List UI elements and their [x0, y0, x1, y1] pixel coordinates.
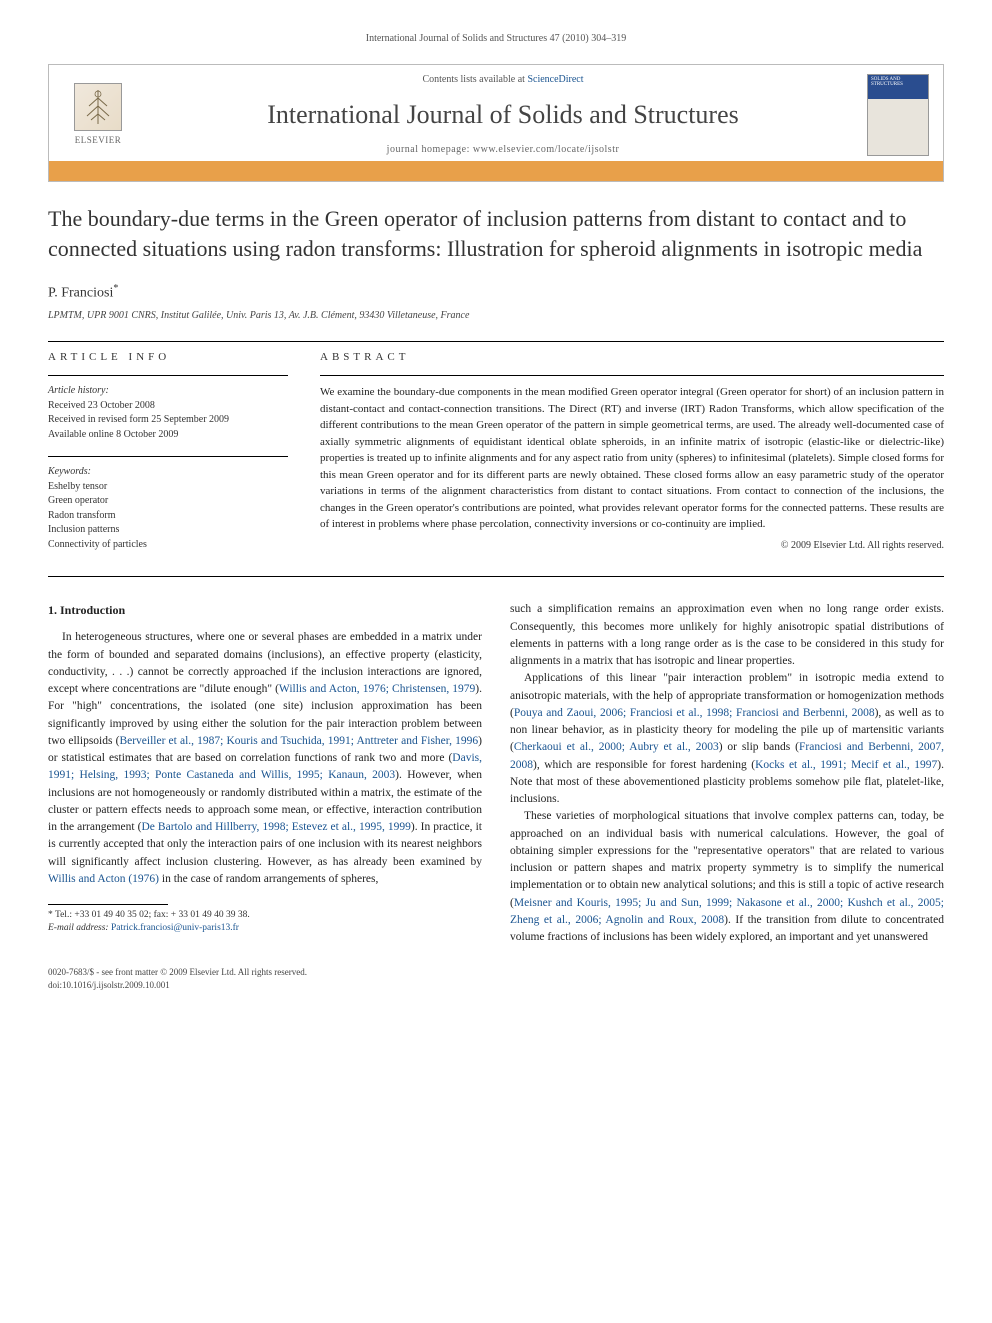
footnote-email-row: E-mail address: Patrick.franciosi@univ-p… — [48, 922, 482, 935]
contents-prefix: Contents lists available at — [422, 74, 527, 85]
body-two-columns: 1. Introduction In heterogeneous structu… — [48, 601, 944, 946]
banner-center: Contents lists available at ScienceDirec… — [151, 73, 855, 157]
text-run: in the case of random arrangements of sp… — [159, 873, 378, 885]
intro-paragraph: These varieties of morphological situati… — [510, 808, 944, 946]
homepage-line: journal homepage: www.elsevier.com/locat… — [151, 143, 855, 157]
article-info-column: ARTICLE INFO Article history: Received 2… — [48, 350, 288, 566]
journal-cover-thumbnail: SOLIDS AND STRUCTURES — [867, 74, 929, 156]
keyword: Connectivity of particles — [48, 538, 288, 553]
keywords-rule — [48, 456, 288, 457]
running-header: International Journal of Solids and Stru… — [48, 32, 944, 46]
journal-name: International Journal of Solids and Stru… — [151, 97, 855, 133]
footnote-tel: * Tel.: +33 01 49 40 35 02; fax: + 33 01… — [48, 909, 482, 922]
banner-top-row: ELSEVIER Contents lists available at Sci… — [49, 65, 943, 161]
info-rule — [48, 375, 288, 376]
body-column-left: 1. Introduction In heterogeneous structu… — [48, 601, 482, 946]
citation-link[interactable]: De Bartolo and Hillberry, 1998; Estevez … — [141, 821, 410, 833]
text-run: ), which are responsible for forest hard… — [533, 759, 755, 771]
keyword: Inclusion patterns — [48, 523, 288, 538]
sciencedirect-link[interactable]: ScienceDirect — [527, 74, 583, 85]
doi-line: doi:10.1016/j.ijsolstr.2009.10.001 — [48, 979, 944, 992]
cover-caption: SOLIDS AND STRUCTURES — [871, 77, 928, 87]
citation-link[interactable]: Willis and Acton, 1976; Christensen, 197… — [279, 683, 475, 695]
elsevier-logo: ELSEVIER — [63, 75, 133, 155]
keywords-block: Keywords: Eshelby tensor Green operator … — [48, 465, 288, 552]
text-run: ) or slip bands ( — [719, 741, 799, 753]
page-footer: 0020-7683/$ - see front matter © 2009 El… — [48, 966, 944, 991]
corresponding-author-footnote: * Tel.: +33 01 49 40 35 02; fax: + 33 01… — [48, 909, 482, 936]
abstract-rule — [320, 375, 944, 376]
rule-top — [48, 341, 944, 342]
keyword: Radon transform — [48, 509, 288, 524]
abstract-column: ABSTRACT We examine the boundary-due com… — [320, 350, 944, 566]
rule-bottom — [48, 576, 944, 577]
citation-link[interactable]: Pouya and Zaoui, 2006; Franciosi et al.,… — [514, 707, 875, 719]
abstract-text: We examine the boundary-due components i… — [320, 384, 944, 533]
intro-paragraph: In heterogeneous structures, where one o… — [48, 629, 482, 888]
intro-paragraph: Applications of this linear "pair intera… — [510, 670, 944, 808]
citation-link[interactable]: Kocks et al., 1991; Mecif et al., 1997 — [755, 759, 937, 771]
homepage-url: www.elsevier.com/locate/ijsolstr — [473, 144, 619, 155]
keyword: Eshelby tensor — [48, 480, 288, 495]
elsevier-tree-icon — [74, 83, 122, 131]
abstract-copyright: © 2009 Elsevier Ltd. All rights reserved… — [320, 539, 944, 553]
orange-accent-bar — [49, 161, 943, 181]
keyword: Green operator — [48, 494, 288, 509]
history-label: Article history: — [48, 384, 288, 399]
abstract-label: ABSTRACT — [320, 350, 944, 365]
text-run: These varieties of morphological situati… — [510, 810, 944, 908]
online-date: Available online 8 October 2009 — [48, 428, 288, 443]
tree-icon — [77, 86, 119, 128]
author-corresponding-marker: * — [113, 283, 118, 294]
article-history-block: Article history: Received 23 October 200… — [48, 384, 288, 442]
article-title: The boundary-due terms in the Green oper… — [48, 204, 944, 263]
intro-paragraph-cont: such a simplification remains an approxi… — [510, 601, 944, 670]
author-line: P. Franciosi* — [48, 282, 944, 303]
info-abstract-row: ARTICLE INFO Article history: Received 2… — [48, 350, 944, 566]
homepage-prefix: journal homepage: — [387, 144, 473, 155]
email-label: E-mail address: — [48, 923, 109, 933]
footnote-rule — [48, 904, 168, 905]
page-root: International Journal of Solids and Stru… — [0, 0, 992, 1024]
issn-line: 0020-7683/$ - see front matter © 2009 El… — [48, 966, 944, 979]
contents-available-line: Contents lists available at ScienceDirec… — [151, 73, 855, 87]
citation-link[interactable]: Berveiller et al., 1987; Kouris and Tsuc… — [119, 735, 478, 747]
author-name: P. Franciosi — [48, 285, 113, 300]
elsevier-label: ELSEVIER — [75, 134, 122, 147]
author-email-link[interactable]: Patrick.franciosi@univ-paris13.fr — [111, 923, 239, 933]
citation-link[interactable]: Willis and Acton (1976) — [48, 873, 159, 885]
citation-link[interactable]: Cherkaoui et al., 2000; Aubry et al., 20… — [514, 741, 719, 753]
body-column-right: such a simplification remains an approxi… — [510, 601, 944, 946]
received-date: Received 23 October 2008 — [48, 399, 288, 414]
intro-heading: 1. Introduction — [48, 601, 482, 619]
keywords-label: Keywords: — [48, 465, 288, 480]
journal-banner: ELSEVIER Contents lists available at Sci… — [48, 64, 944, 182]
article-info-label: ARTICLE INFO — [48, 350, 288, 365]
affiliation: LPMTM, UPR 9001 CNRS, Institut Galilée, … — [48, 309, 944, 323]
revised-date: Received in revised form 25 September 20… — [48, 413, 288, 428]
